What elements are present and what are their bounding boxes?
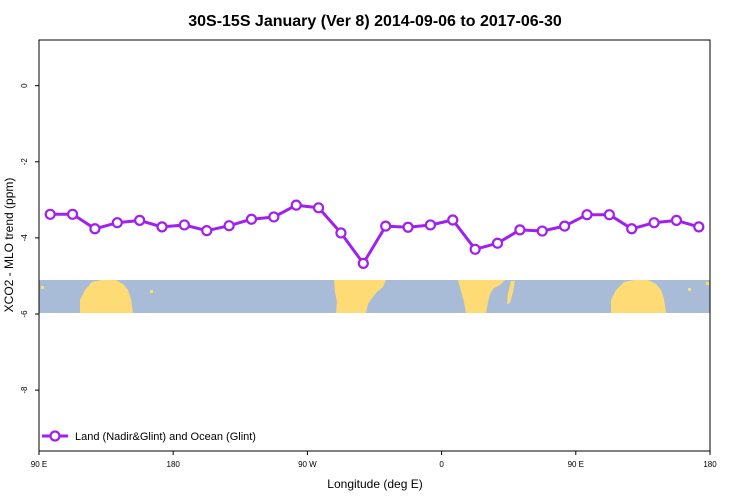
data-point xyxy=(111,217,123,229)
land-madagascar xyxy=(507,281,515,304)
data-point xyxy=(670,214,683,226)
data-point xyxy=(223,220,235,232)
land-islet xyxy=(706,282,709,285)
data-point xyxy=(156,221,168,233)
data-point xyxy=(648,217,660,229)
data-point xyxy=(581,209,593,221)
data-point xyxy=(693,221,705,233)
y-tick-label: 0 xyxy=(20,83,29,88)
data-point xyxy=(134,214,146,226)
data-point xyxy=(312,202,325,214)
data-point xyxy=(290,199,302,211)
data-point xyxy=(514,224,526,236)
x-tick-label: 90 W xyxy=(298,460,317,469)
plot-frame xyxy=(38,39,711,452)
data-point xyxy=(44,208,56,220)
data-point xyxy=(447,214,459,226)
data-point xyxy=(201,225,213,237)
x-tick-label: 90 E xyxy=(31,460,47,469)
legend-label: Land (Nadir&Glint) and Ocean (Glint) xyxy=(75,431,256,443)
land-islet xyxy=(150,290,153,293)
data-point xyxy=(402,221,414,233)
data-point xyxy=(626,223,638,235)
y-axis: 0 -2 -4 -6 -8 xyxy=(20,83,39,394)
data-point xyxy=(89,223,101,235)
data-point xyxy=(491,237,504,249)
x-tick-label: 180 xyxy=(167,460,181,469)
land-australia-right xyxy=(611,280,666,313)
land-islet xyxy=(41,286,44,289)
data-point xyxy=(380,220,392,232)
data-point xyxy=(536,225,548,237)
chart-title: 30S-15S January (Ver 8) 2014-09-06 to 20… xyxy=(188,13,562,30)
data-point xyxy=(178,219,190,231)
data-point xyxy=(245,213,258,225)
land-islet xyxy=(688,288,691,291)
y-tick-label: -8 xyxy=(20,386,29,394)
data-point xyxy=(603,209,615,221)
data-point xyxy=(66,208,79,220)
land-australia-left xyxy=(80,280,133,313)
legend-marker xyxy=(49,430,61,442)
data-point xyxy=(335,227,347,239)
x-tick-label: 0 xyxy=(439,460,444,469)
series-layer xyxy=(44,199,705,269)
y-axis-label: XCO2 - MLO trend (ppm) xyxy=(2,178,16,313)
land-africa xyxy=(458,280,505,313)
y-tick-label: -2 xyxy=(20,158,29,166)
series-line xyxy=(50,203,700,265)
x-axis: 90 E 180 90 W 0 90 E 180 xyxy=(31,451,717,469)
data-point xyxy=(424,219,437,231)
x-tick-label: 180 xyxy=(703,460,717,469)
y-tick-label: -6 xyxy=(20,310,29,318)
world-map-strip xyxy=(39,280,710,313)
x-tick-label: 90 E xyxy=(568,460,584,469)
land-south-america xyxy=(334,280,386,313)
data-point xyxy=(469,243,481,255)
x-axis-label: Longitude (deg E) xyxy=(327,477,422,491)
data-point xyxy=(268,211,280,223)
legend: Land (Nadir&Glint) and Ocean (Glint) xyxy=(42,430,256,443)
data-point xyxy=(357,257,369,269)
data-point xyxy=(559,220,571,232)
y-tick-label: -4 xyxy=(20,234,29,242)
